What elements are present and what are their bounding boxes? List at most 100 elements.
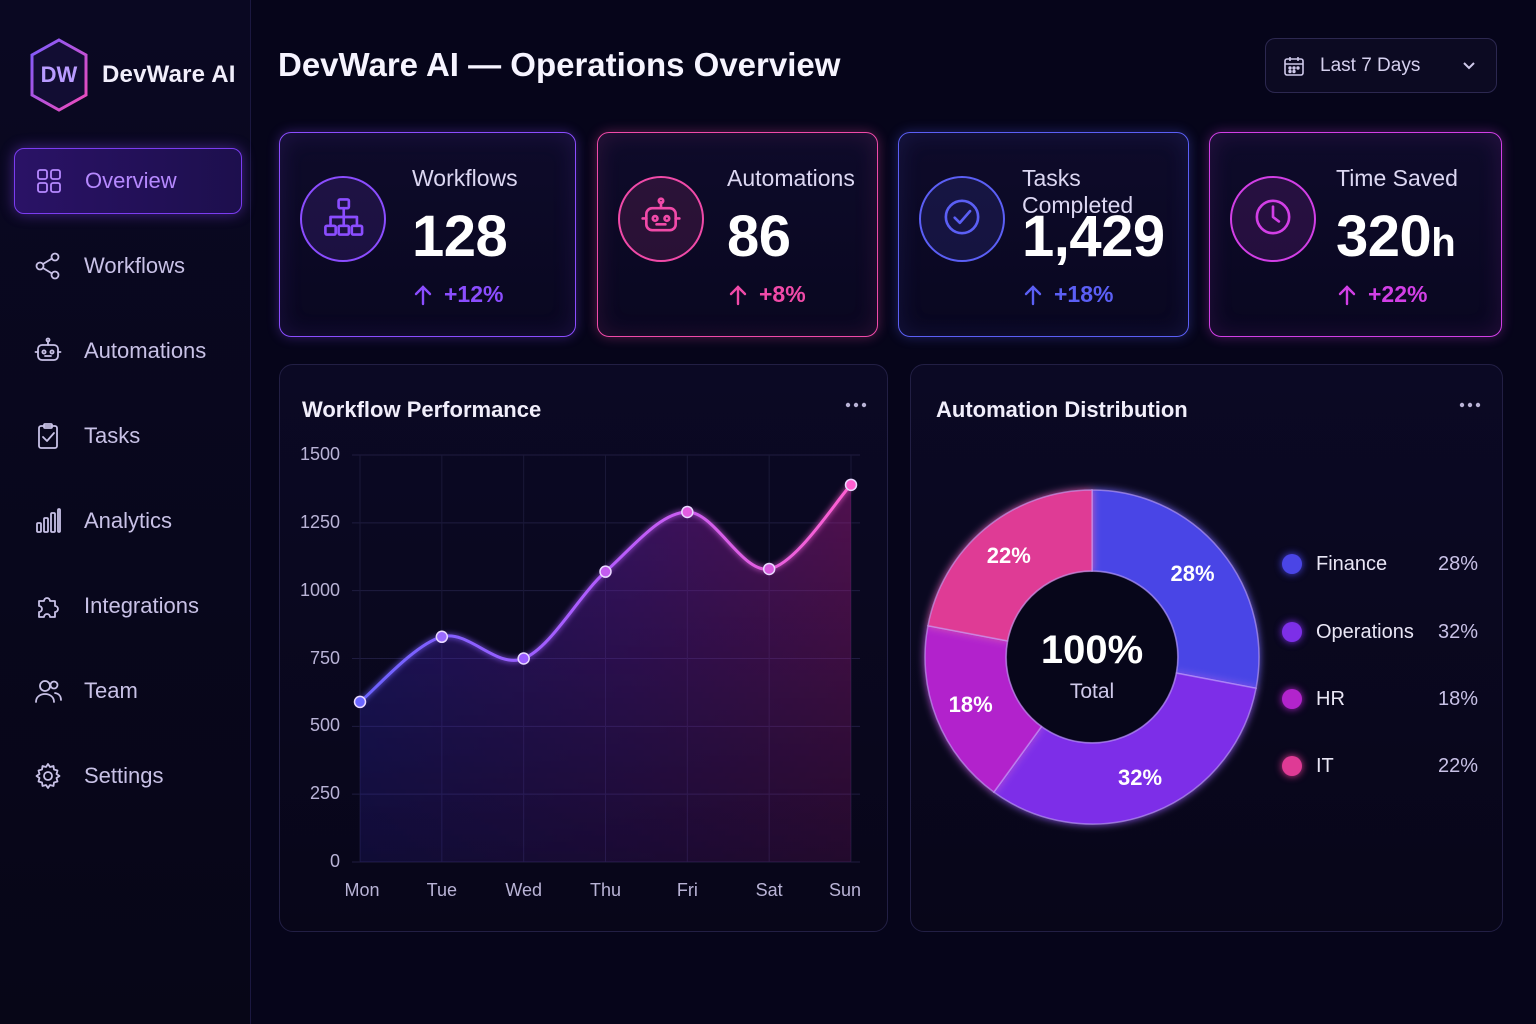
- legend-name: HR: [1316, 687, 1345, 710]
- kpi-value: 86: [727, 204, 791, 269]
- kpi-label: Automations: [727, 165, 855, 191]
- arrow-up-icon: [1024, 284, 1042, 305]
- y-tick-label: 500: [309, 715, 340, 736]
- y-tick-label: 750: [309, 647, 340, 668]
- share-nodes-icon: [32, 250, 64, 282]
- brand[interactable]: DW DevWare AI: [28, 36, 236, 114]
- y-tick-label: 250: [309, 783, 340, 804]
- x-tick-label: Mon: [344, 880, 380, 900]
- legend-value: 18%: [1437, 687, 1478, 710]
- sidebar-item-label: Integrations: [84, 593, 199, 618]
- panel-title: Workflow Performance: [302, 397, 542, 422]
- sidebar-item-workflows[interactable]: Workflows: [14, 233, 242, 299]
- sidebar-item-label: Analytics: [84, 508, 173, 533]
- kpi-card-tasks-completed[interactable]: Tasks Completed 1,429 +18%: [898, 132, 1189, 337]
- legend-item-hr[interactable]: HR 18%: [1282, 684, 1478, 714]
- y-tick-label: 1000: [299, 579, 340, 600]
- hierarchy-icon: [300, 171, 386, 267]
- bar-chart-icon: [32, 505, 64, 537]
- sidebar-item-team[interactable]: Team: [14, 658, 242, 724]
- legend-item-it[interactable]: IT 22%: [1282, 751, 1478, 781]
- robot-icon: [618, 171, 704, 267]
- calendar-icon: [1284, 56, 1304, 76]
- legend-swatch: [1282, 622, 1302, 642]
- x-tick-label: Fri: [676, 880, 698, 900]
- sidebar-item-tasks[interactable]: Tasks: [14, 403, 242, 469]
- sidebar: DW DevWare AI Overview Workflows Automat…: [0, 0, 251, 1024]
- brand-logo: DW: [28, 36, 90, 114]
- x-tick-label: Sun: [828, 880, 862, 900]
- kpi-change: +18%: [1022, 281, 1113, 308]
- legend-value: 28%: [1437, 552, 1478, 575]
- robot-icon: [32, 335, 64, 367]
- slice-label-operations: 32%: [1118, 765, 1163, 791]
- sidebar-item-overview[interactable]: Overview: [14, 148, 242, 214]
- kpi-change: +8%: [727, 281, 806, 308]
- legend-swatch: [1282, 689, 1302, 709]
- sidebar-item-label: Workflows: [84, 253, 186, 278]
- kpi-value: 128: [412, 204, 508, 269]
- legend-name: IT: [1316, 754, 1334, 777]
- kpi-label: Tasks Completed: [1022, 165, 1134, 218]
- kpi-card-workflows[interactable]: Workflows 128 +12%: [279, 132, 576, 337]
- grid-icon: [33, 165, 65, 197]
- date-range-select[interactable]: Last 7 Days: [1265, 38, 1497, 93]
- date-range-value: Last 7 Days: [1320, 54, 1421, 76]
- kpi-card-automations[interactable]: Automations 86 +8%: [597, 132, 878, 337]
- automation-distribution-panel: Automation Distribution: [910, 364, 1503, 932]
- kpi-card-time-saved[interactable]: Time Saved 320h +22%: [1209, 132, 1502, 337]
- slice-label-finance: 28%: [1170, 560, 1215, 586]
- puzzle-icon: [32, 590, 64, 622]
- legend-swatch: [1282, 756, 1302, 776]
- x-tick-label: Sat: [755, 880, 783, 900]
- gear-icon: [32, 760, 64, 792]
- page-title: DevWare AI — Operations Overview: [278, 46, 841, 83]
- legend-value: 32%: [1437, 620, 1478, 643]
- kpi-change: +12%: [412, 281, 503, 308]
- arrow-up-icon: [729, 284, 747, 305]
- x-tick-label: Tue: [426, 880, 457, 900]
- y-tick-label: 1250: [299, 511, 340, 532]
- kpi-label: Workflows: [412, 165, 518, 191]
- brand-initials: DW: [40, 62, 78, 87]
- slice-label-it: 22%: [986, 543, 1031, 569]
- sidebar-item-label: Overview: [85, 168, 177, 193]
- check-circle-icon: [919, 171, 1005, 267]
- kpi-value: 1,429: [1022, 204, 1165, 269]
- sidebar-nav: Overview Workflows Automations Tasks Ana…: [14, 148, 242, 828]
- sidebar-item-settings[interactable]: Settings: [14, 743, 242, 809]
- clock-icon: [1230, 171, 1316, 267]
- users-icon: [32, 675, 64, 707]
- donut-center-label: Total: [1069, 680, 1115, 703]
- chevron-down-icon: [1463, 62, 1475, 70]
- sidebar-item-automations[interactable]: Automations: [14, 318, 242, 384]
- sidebar-item-integrations[interactable]: Integrations: [14, 573, 242, 639]
- slice-label-hr: 18%: [948, 692, 993, 718]
- sidebar-item-label: Settings: [84, 763, 164, 788]
- legend-name: Operations: [1316, 620, 1414, 643]
- legend-name: Finance: [1316, 552, 1388, 575]
- more-options-icon[interactable]: [1458, 399, 1482, 411]
- kpi-label: Time Saved: [1336, 165, 1458, 191]
- legend-swatch: [1282, 554, 1302, 574]
- workflow-performance-panel: Workflow Performance: [279, 364, 888, 932]
- sidebar-item-label: Automations: [84, 338, 207, 363]
- legend-value: 22%: [1437, 754, 1478, 777]
- legend-item-operations[interactable]: Operations 32%: [1282, 617, 1478, 647]
- legend-item-finance[interactable]: Finance 28%: [1282, 549, 1478, 579]
- sidebar-item-analytics[interactable]: Analytics: [14, 488, 242, 554]
- more-options-icon[interactable]: [844, 399, 868, 411]
- panel-title: Automation Distribution: [936, 397, 1188, 422]
- kpi-value: 320h: [1336, 204, 1456, 269]
- sidebar-item-label: Tasks: [84, 423, 141, 448]
- sidebar-item-label: Team: [84, 678, 138, 703]
- y-tick-label: 1500: [299, 444, 340, 464]
- y-tick-label: 0: [329, 851, 340, 871]
- clipboard-check-icon: [32, 420, 64, 452]
- kpi-unit: h: [1431, 221, 1456, 265]
- donut-center-value: 100%: [1040, 628, 1144, 672]
- kpi-change: +22%: [1336, 281, 1427, 308]
- arrow-up-icon: [1338, 284, 1356, 305]
- x-tick-label: Wed: [505, 880, 542, 900]
- x-tick-label: Thu: [589, 880, 622, 900]
